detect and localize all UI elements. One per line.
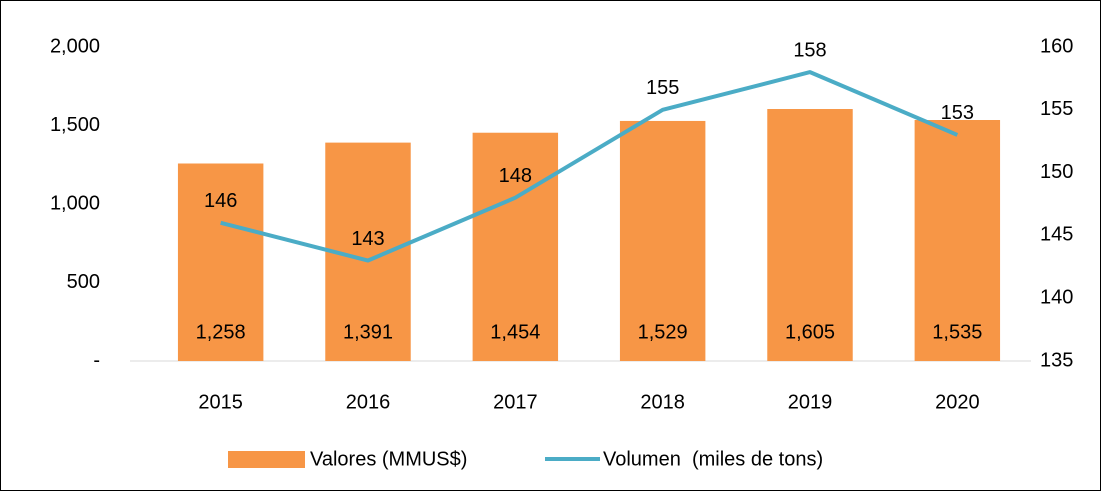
line-value-label: 143 (351, 228, 384, 250)
bar (472, 132, 559, 361)
line-value-label: 158 (793, 39, 826, 61)
y-tick-label: - (93, 349, 100, 371)
y2-tick-label: 155 (1040, 98, 1073, 120)
bar (177, 163, 264, 361)
x-tick-label: 2017 (493, 391, 538, 413)
legend-label: Volumen (miles de tons) (603, 448, 823, 470)
y2-tick-label: 160 (1040, 35, 1073, 57)
y2-tick-label: 150 (1040, 161, 1073, 183)
y2-tick-label: 140 (1040, 286, 1073, 308)
bar (767, 109, 853, 361)
x-tick-label: 2019 (788, 391, 833, 413)
legend-label: Valores (MMUS$) (310, 448, 467, 470)
line-value-label: 155 (646, 77, 679, 99)
line-value-label: 148 (499, 165, 532, 187)
y-tick-label: 1,000 (50, 192, 100, 214)
line-value-label: 153 (941, 102, 974, 124)
bar-value-label: 1,454 (490, 321, 540, 343)
bar-value-label: 1,258 (196, 321, 246, 343)
y2-tick-label: 135 (1040, 349, 1073, 371)
y-tick-label: 1,500 (50, 114, 100, 136)
line-value-label: 146 (204, 190, 237, 212)
bar-value-label: 1,535 (932, 321, 982, 343)
x-tick-label: 2016 (346, 391, 391, 413)
y2-tick-label: 145 (1040, 224, 1073, 246)
x-tick-label: 2020 (935, 391, 980, 413)
bar-value-label: 1,529 (638, 321, 688, 343)
legend-swatch (228, 451, 305, 468)
bar (914, 120, 1001, 361)
y-tick-label: 2,000 (50, 35, 100, 57)
x-tick-label: 2018 (640, 391, 685, 413)
x-tick-label: 2015 (198, 391, 243, 413)
y-tick-label: 500 (67, 271, 100, 293)
line (220, 70, 959, 263)
bar-value-label: 1,605 (785, 321, 835, 343)
bar-value-label: 1,391 (343, 321, 393, 343)
bar (619, 120, 706, 362)
